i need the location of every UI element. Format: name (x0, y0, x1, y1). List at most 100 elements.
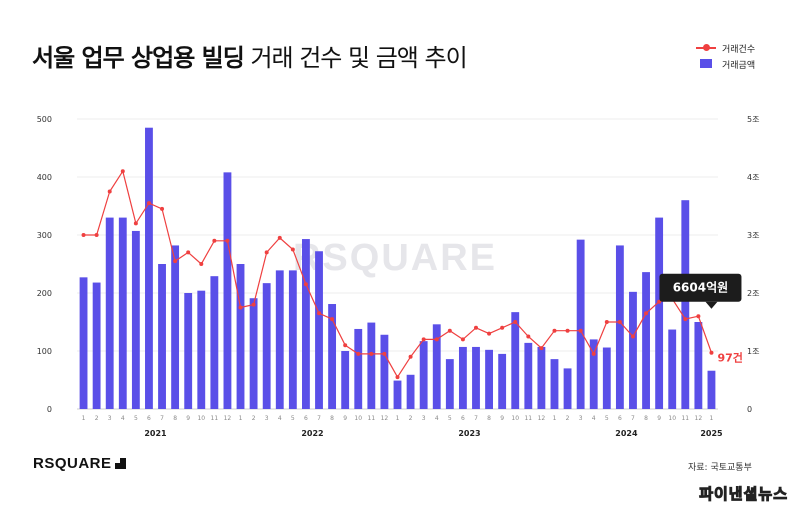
line-point (617, 320, 622, 324)
bar (171, 245, 180, 409)
line-swatch-icon (696, 43, 716, 53)
bar (472, 346, 480, 409)
bar (498, 353, 507, 409)
brand-mark-icon (114, 458, 126, 469)
chart-watermark-logo: RSQUARE (293, 237, 497, 279)
bar (79, 277, 88, 409)
line-point (356, 351, 361, 356)
line-point (578, 328, 583, 333)
bar (145, 127, 153, 409)
bar (445, 359, 454, 409)
bar (131, 230, 140, 409)
line-point (382, 351, 387, 356)
chart-title-normal: 거래 건수 및 금액 추이 (250, 44, 467, 72)
month-tick-label: 9 (186, 415, 190, 422)
bar (629, 291, 637, 409)
line-point (539, 346, 544, 351)
brand-logo-text: RSQUARE (33, 455, 112, 472)
legend-label-count: 거래건수 (722, 44, 756, 55)
amount-callout-pointer (705, 301, 718, 309)
line-point (552, 328, 557, 333)
month-tick-label: 11 (368, 415, 376, 422)
bar (615, 245, 624, 409)
bar (380, 334, 389, 409)
bar (275, 270, 284, 409)
grid (77, 118, 718, 410)
month-tick-label: 5 (448, 415, 452, 422)
month-tick-label: 1 (396, 415, 400, 422)
month-tick-label: 10 (354, 415, 362, 422)
month-tick-label: 9 (343, 415, 347, 422)
month-tick-label: 1 (553, 415, 557, 422)
bar (668, 329, 677, 409)
month-tick-label: 11 (211, 415, 219, 422)
bar (576, 239, 585, 409)
line-point (604, 320, 609, 324)
line-point (160, 206, 165, 211)
bar (681, 200, 690, 409)
bar (393, 380, 402, 409)
month-tick-label: 2 (566, 415, 570, 422)
month-tick-label: 6 (618, 415, 622, 422)
bar (105, 217, 114, 409)
bar (419, 341, 428, 409)
bar (485, 349, 493, 409)
line-point (369, 351, 374, 356)
line-point (696, 314, 701, 319)
line-point (81, 233, 86, 237)
month-tick-label: 6 (304, 415, 308, 422)
month-tick-label: 6 (461, 415, 465, 422)
left-tick-label: 200 (37, 289, 52, 298)
left-tick-label: 500 (37, 115, 52, 124)
month-tick-label: 1 (82, 415, 86, 422)
month-tick-label: 12 (695, 415, 703, 422)
line-point (212, 238, 217, 243)
line-point (408, 354, 413, 359)
month-tick-label: 9 (657, 415, 661, 422)
line-point (251, 302, 256, 307)
bar (249, 298, 258, 409)
bar (197, 290, 206, 409)
bar (707, 370, 716, 409)
legend: 거래건수 거래금액 (696, 40, 755, 72)
bar-series (79, 127, 716, 409)
month-tick-label: 4 (592, 415, 596, 422)
line-point (644, 311, 649, 316)
bar (315, 251, 323, 409)
bar (563, 368, 572, 409)
amount-callout-box (659, 273, 742, 302)
line-point (630, 334, 635, 339)
line-point (133, 221, 138, 226)
annotations: 6604억원 97건 (659, 273, 743, 365)
source-note: 자료: 국토교통부 (688, 463, 752, 473)
bar (341, 351, 350, 409)
amount-callout-label: 6604억원 (673, 281, 728, 295)
line-point (120, 169, 125, 174)
year-label: 2025 (700, 429, 723, 438)
line-point (683, 317, 688, 322)
month-tick-label: 2 (409, 415, 413, 422)
month-tick-label: 3 (422, 415, 426, 422)
year-label: 2024 (615, 429, 638, 438)
bar (328, 304, 337, 409)
line-point (225, 238, 230, 243)
chart-title-bold: 서울 업무 상업용 빌딩 (32, 44, 245, 72)
bar (537, 346, 546, 409)
bar (158, 264, 166, 409)
bar (210, 276, 219, 409)
right-tick-label: 4조 (747, 173, 759, 182)
left-tick-label: 400 (37, 173, 52, 182)
bar (236, 264, 245, 409)
month-tick-label: 5 (291, 415, 295, 422)
line-point (303, 282, 308, 287)
month-tick-label: 10 (668, 415, 676, 422)
year-label: 2021 (144, 429, 167, 438)
line-point (277, 235, 282, 240)
month-tick-label: 7 (160, 415, 164, 422)
line-point (186, 250, 191, 255)
line-point (434, 337, 439, 342)
bar (458, 346, 467, 409)
bar (550, 359, 559, 409)
right-tick-label: 1조 (747, 347, 759, 356)
